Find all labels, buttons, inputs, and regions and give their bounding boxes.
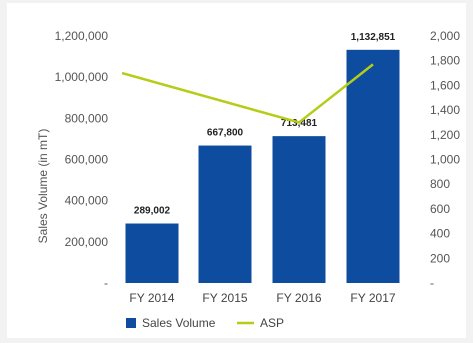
y-tick-label: 1,200,000 (55, 29, 109, 43)
y-tick-label: 800,000 (65, 111, 109, 125)
y-tick-label: 400,000 (65, 194, 109, 208)
asp-line (121, 63, 374, 124)
y2-tick-label: 1,400 (430, 103, 460, 117)
y2-tick-label: 1,800 (430, 54, 460, 68)
right-axis-ticks: - 200 400 600 800 1,000 1,200 1,400 1,600 1,800 2,… (430, 29, 460, 290)
bar-data-label: 667,800 (207, 128, 244, 139)
y2-tick-label: 800 (430, 177, 450, 191)
legend-swatch-sales-volume (126, 318, 136, 328)
legend-label-sales-volume: Sales Volume (142, 316, 216, 330)
bar (272, 136, 326, 283)
y2-tick-label: 600 (430, 202, 450, 216)
left-axis-ticks: - 200,000 400,000 600,000 800,000 1,000,000 1,… (55, 29, 109, 290)
bar (198, 145, 252, 283)
x-tick-label: FY 2016 (276, 291, 321, 305)
legend-label-asp: ASP (260, 316, 284, 330)
y2-tick-label: 1,600 (430, 78, 460, 92)
y2-tick-label: 2,000 (430, 29, 460, 43)
x-tick-label: FY 2017 (350, 291, 395, 305)
y2-tick-label: 1,000 (430, 153, 460, 167)
x-axis-ticks: FY 2014 FY 2015 FY 2016 FY 2017 (129, 291, 395, 305)
y2-tick-label: 200 (430, 251, 450, 265)
bars (125, 49, 400, 283)
y-tick-label: 1,000,000 (55, 70, 109, 84)
y-tick-label: 600,000 (65, 153, 109, 167)
bar (125, 223, 179, 283)
legend: Sales Volume ASP (126, 316, 284, 330)
asp-line-layer (121, 63, 374, 124)
bar (346, 49, 400, 283)
y-tick-label: 200,000 (65, 235, 109, 249)
y2-tick-label: 1,200 (430, 128, 460, 142)
y2-tick-label: 400 (430, 227, 450, 241)
y2-tick-label: - (430, 276, 434, 290)
y-tick-label: - (104, 276, 108, 290)
bar-data-label: 289,002 (134, 206, 171, 217)
x-tick-label: FY 2014 (129, 291, 174, 305)
bar-data-label: 1,132,851 (351, 32, 396, 43)
y-axis-label: Sales Volume (in mT) (36, 129, 50, 244)
x-tick-label: FY 2015 (202, 291, 247, 305)
